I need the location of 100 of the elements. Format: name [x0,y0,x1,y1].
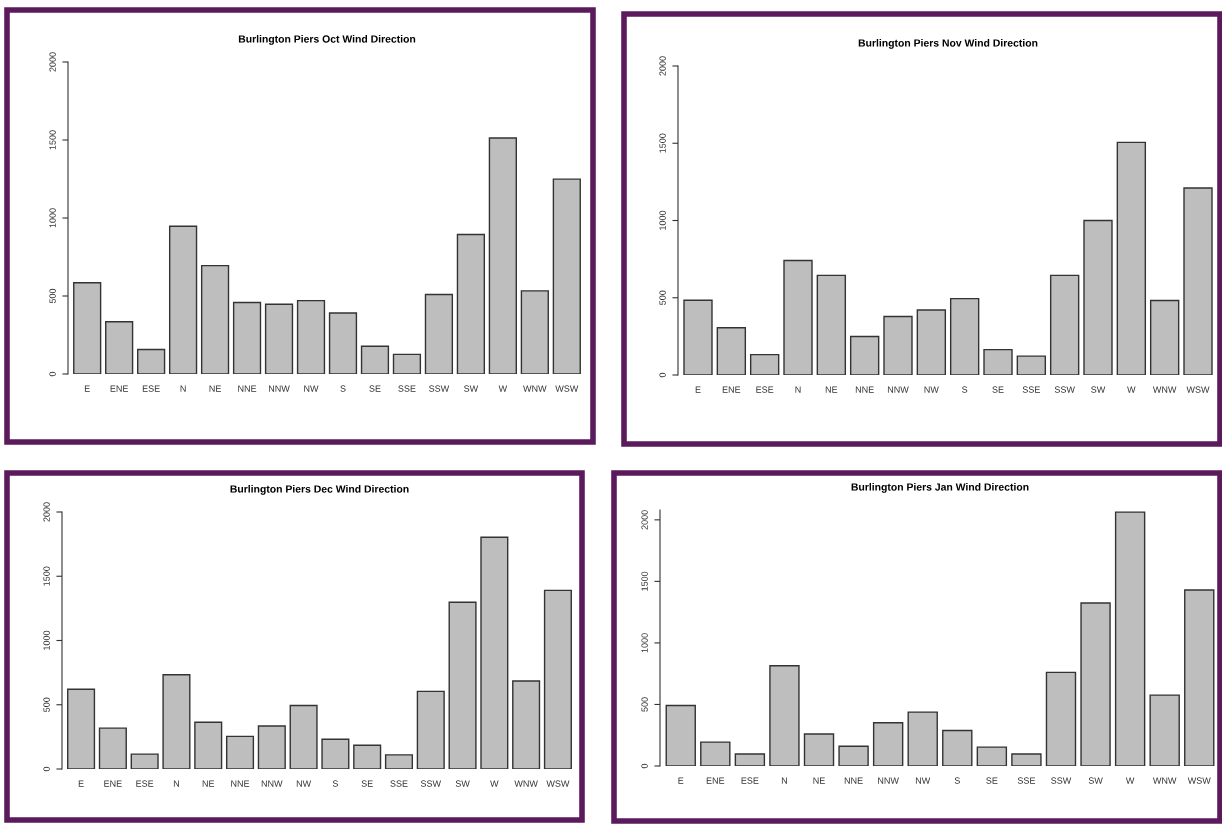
x-tick-label: ESE [136,780,154,787]
y-tick-label: 500 [49,288,56,304]
bar [73,282,102,374]
x-tick-label: WNW [514,780,538,787]
y-tick-label: 2000 [43,502,50,522]
x-tick-label: SW [1088,777,1103,784]
x-tick-label: S [962,386,968,393]
y-tick-label: 1000 [659,210,666,230]
y-tick-label: 2000 [49,52,56,72]
bar [543,589,572,769]
x-tick-label: NNW [878,777,899,784]
x-tick-label: ENE [104,780,122,787]
bar [328,312,358,374]
bar [264,303,294,374]
bar [360,345,390,374]
x-tick-label: WSW [1186,386,1210,393]
y-tick-label: 0 [659,372,666,378]
x-tick-label: WNW [1152,777,1177,784]
y-tick-label: 500 [641,697,648,712]
x-tick-label: SE [361,780,373,787]
x-tick-label: W [1127,386,1136,393]
bar [665,704,696,766]
x-tick-label: NNE [238,385,257,392]
bar [392,353,422,374]
chart-title: Burlington Piers Nov Wind Direction [858,39,1038,49]
bar [137,348,166,374]
bar [480,536,509,769]
bar [683,299,713,375]
bar [448,601,477,769]
x-tick-label: W [490,780,499,787]
bar [321,738,350,769]
bar [1011,753,1042,766]
bar [769,665,800,766]
bar [907,711,938,766]
bar [232,301,262,374]
x-tick-label: ENE [722,386,741,393]
bar [512,680,541,769]
bar [168,225,198,374]
x-tick-label: SSW [429,385,450,392]
y-tick-label: 0 [49,371,56,377]
bar [1183,187,1213,375]
bar [289,704,318,769]
bar [162,673,191,769]
bar [257,725,286,769]
x-tick-label: SSE [1017,777,1036,784]
x-tick-label: E [678,777,684,784]
bar [700,741,731,766]
x-tick-label: NE [202,780,215,787]
x-tick-label: SE [369,385,381,392]
y-tick-label: 500 [43,697,50,712]
x-tick-label: N [180,385,186,392]
y-tick-label: 1500 [659,133,666,153]
bar [872,722,904,766]
x-tick-label: NNW [887,386,909,393]
y-tick-label: 0 [641,763,648,769]
x-tick-label: S [340,385,346,392]
x-tick-label: SE [986,777,998,784]
x-tick-label: E [695,386,701,393]
bar [749,353,780,375]
y-tick-label: 1000 [43,630,50,650]
x-tick-label: SSE [398,385,416,392]
x-tick-label: W [1125,777,1135,784]
x-tick-label: SSW [1051,777,1072,784]
bar [976,746,1008,766]
bar [98,727,127,769]
bar [1116,141,1147,375]
x-tick-label: NNW [261,780,283,787]
bar [488,137,517,374]
x-tick-label: N [781,777,787,784]
bar [916,309,947,375]
x-tick-label: NNW [269,385,290,392]
x-tick-label: NE [209,385,221,392]
y-tick-label: 2000 [641,510,648,530]
y-tick-label: 2000 [659,56,666,76]
bar [983,348,1013,375]
x-tick-label: SW [1091,386,1106,393]
chart-title: Burlington Piers Oct Wind Direction [238,35,416,45]
x-tick-label: SSW [420,780,442,787]
bar [1184,589,1215,766]
x-tick-label: ESE [741,777,759,784]
bar [1149,299,1180,375]
x-tick-label: WSW [1187,777,1211,784]
x-tick-label: ENE [706,777,725,784]
x-tick-label: SSE [1022,386,1040,393]
x-tick-label: WNW [523,385,547,392]
y-tick-label: 1500 [49,130,56,150]
bar [1016,355,1047,375]
x-tick-label: SSE [390,780,408,787]
y-tick-label: 0 [43,766,50,772]
x-tick-label: E [78,780,84,787]
y-tick-label: 1500 [43,566,50,586]
x-tick-label: E [84,385,90,392]
bar [225,735,255,769]
bar [734,753,766,766]
chart-title: Burlington Piers Dec Wind Direction [230,485,409,495]
x-tick-label: NW [915,777,931,784]
x-tick-label: NW [304,385,319,392]
x-tick-label: ESE [756,386,774,393]
x-tick-label: S [954,777,960,784]
x-tick-label: NW [924,386,939,393]
